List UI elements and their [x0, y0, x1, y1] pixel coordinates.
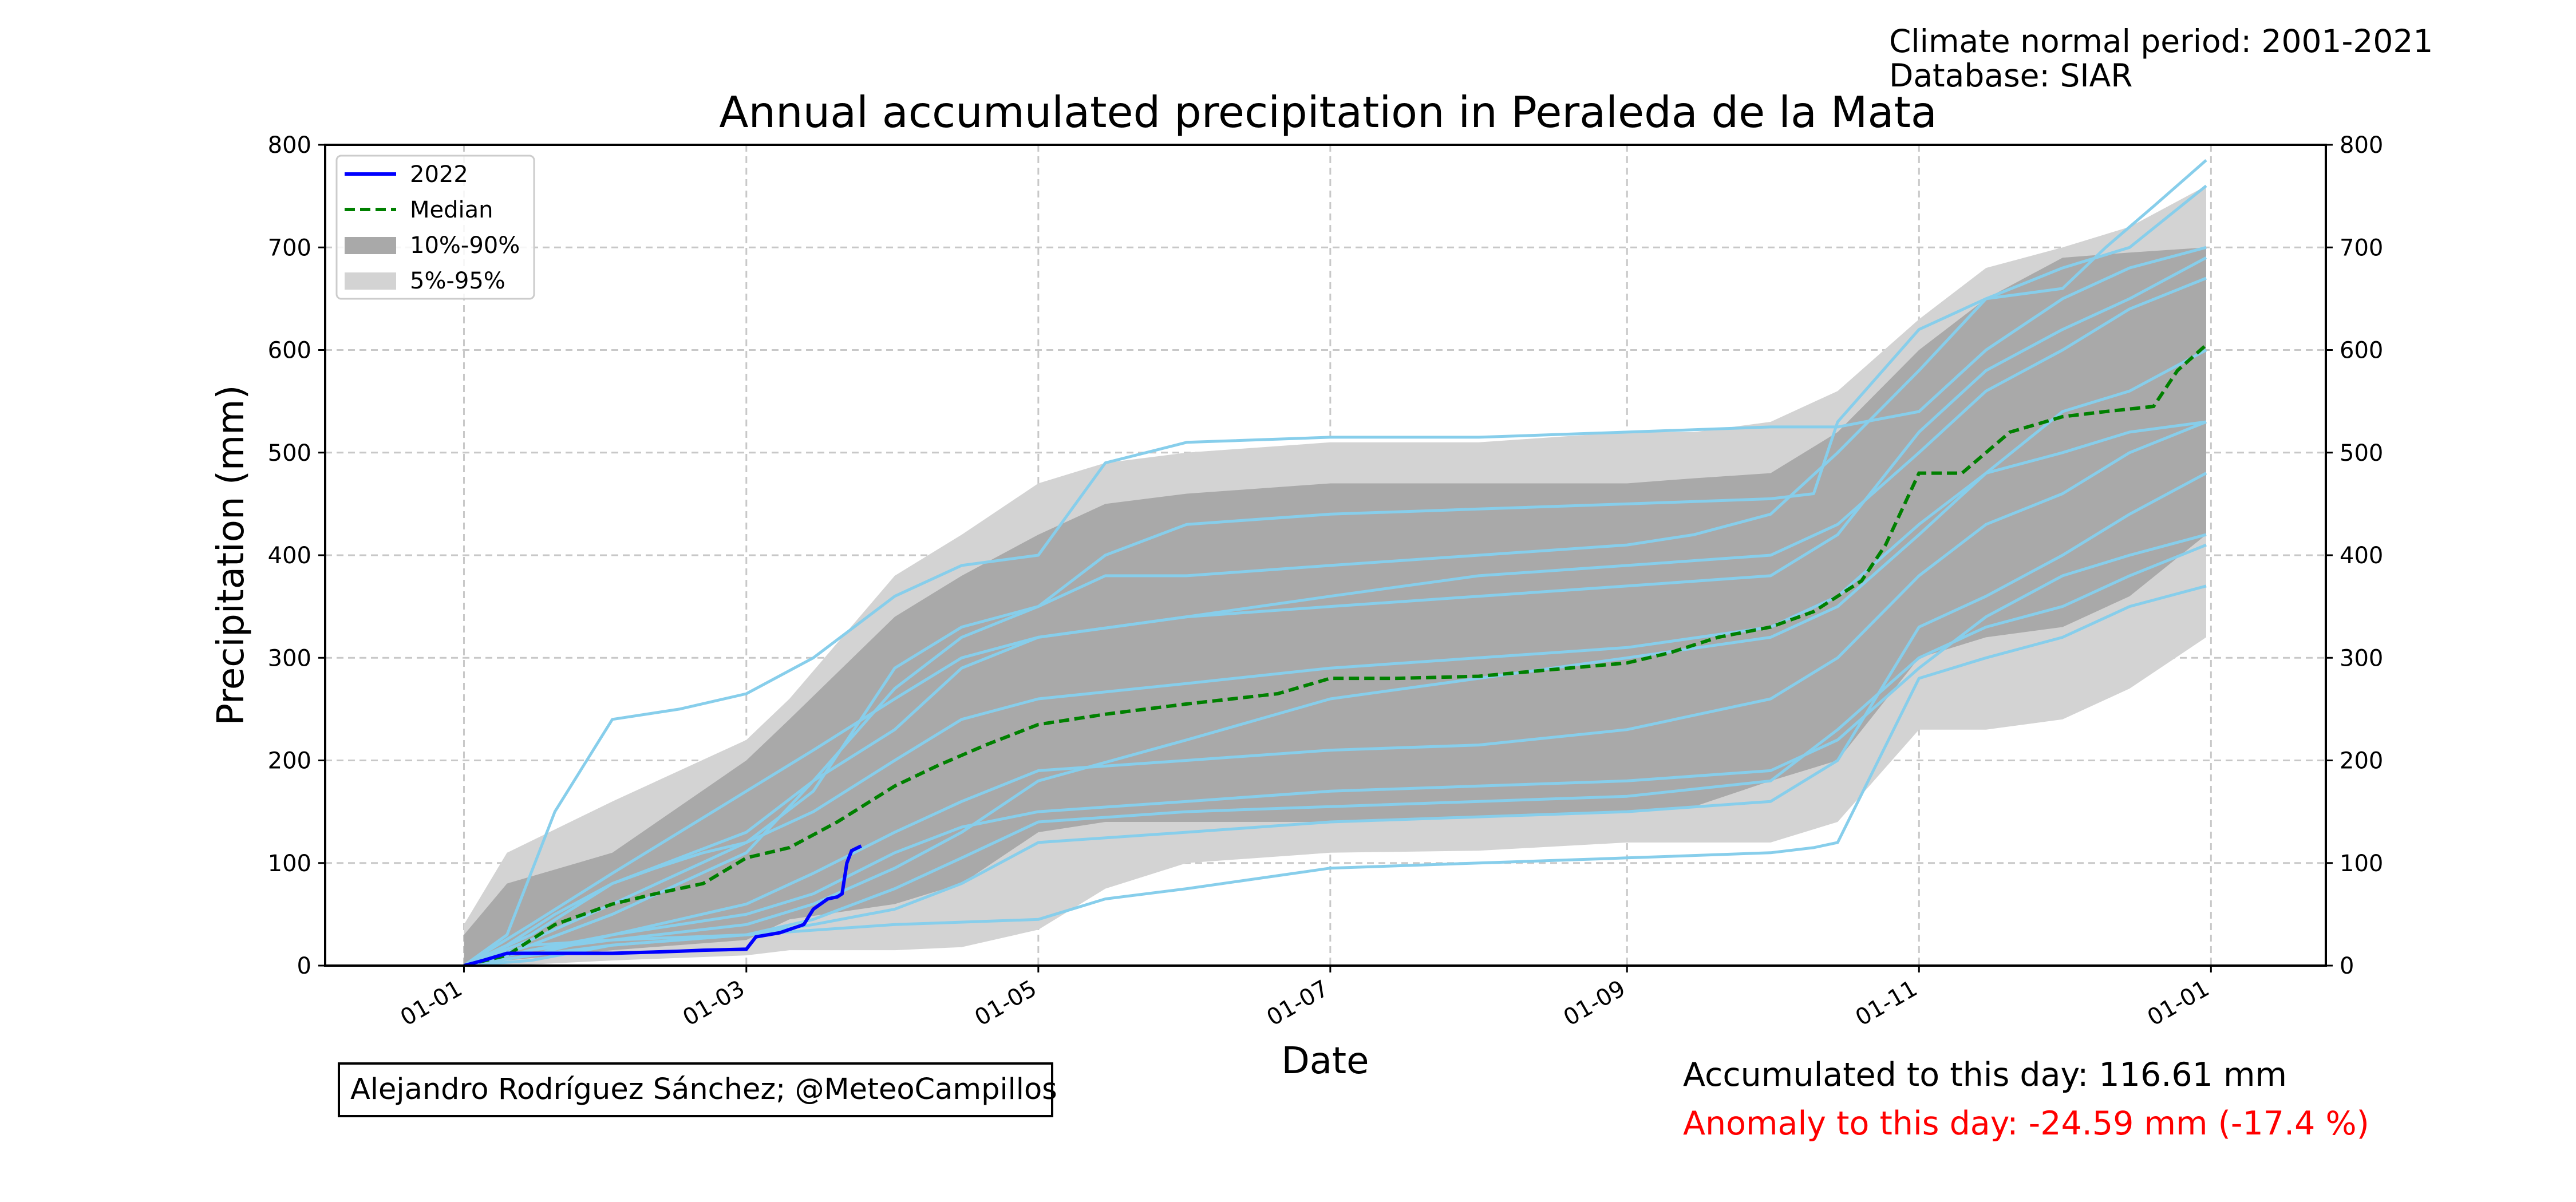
x-tick-label: 01-09 — [1559, 975, 1630, 1031]
x-tick-label: 01-03 — [678, 975, 749, 1031]
y-tick-label-right: 500 — [2340, 440, 2383, 466]
y-tick-label-left: 500 — [268, 440, 311, 466]
historical-year-line — [464, 420, 2207, 966]
y-tick-label-left: 300 — [268, 645, 311, 671]
y-tick-label-right: 200 — [2340, 748, 2383, 774]
historical-year-line — [463, 276, 2207, 966]
historical-year-line — [463, 349, 2207, 966]
author-credit-box: Alejandro Rodríguez Sánchez; @MeteoCampi… — [338, 1062, 1057, 1117]
legend-swatch — [345, 272, 396, 290]
y-tick-label-right: 800 — [2340, 132, 2383, 159]
legend-label: 10%-90% — [410, 232, 520, 259]
y-tick-label-right: 0 — [2340, 953, 2354, 979]
chart-title: Annual accumulated precipitation in Pera… — [719, 87, 1937, 137]
x-axis-label: Date — [1282, 1040, 1369, 1082]
x-tick-label: 01-05 — [970, 975, 1041, 1031]
legend: 2022 Median 10%-90% 5%-95% — [335, 155, 535, 300]
y-tick-label-right: 700 — [2340, 235, 2383, 261]
y-tick-label-left: 800 — [268, 132, 311, 159]
accumulated-to-date: Accumulated to this day: 116.61 mm — [1683, 1056, 2287, 1094]
x-tick-label: 01-01 — [2143, 975, 2214, 1031]
legend-label: 5%-95% — [410, 268, 505, 294]
median-line — [463, 343, 2207, 966]
climate-period-label: Climate normal period: 2001-2021 — [1889, 23, 2433, 60]
x-tick-label: 01-07 — [1262, 975, 1333, 1031]
y-tick-label-right: 100 — [2340, 851, 2383, 877]
historical-year-line — [463, 184, 2207, 966]
anomaly-to-date: Anomaly to this day: -24.59 mm (-17.4 %) — [1683, 1105, 2369, 1142]
y-tick-label-left: 0 — [297, 953, 311, 979]
y-tick-label-left: 400 — [268, 543, 311, 569]
y-tick-label-left: 700 — [268, 235, 311, 261]
legend-label: Median — [410, 197, 493, 223]
legend-box — [335, 155, 535, 300]
x-tick-label: 01-01 — [396, 975, 467, 1031]
current-year-line — [463, 844, 862, 966]
historical-year-line — [464, 543, 2207, 966]
y-tick-label-left: 600 — [268, 338, 311, 364]
y-tick-label-right: 400 — [2340, 543, 2383, 569]
database-label: Database: SIAR — [1889, 57, 2133, 94]
legend-label: 2022 — [410, 161, 468, 188]
legend-swatch — [345, 237, 396, 254]
y-tick-label-left: 200 — [268, 748, 311, 774]
y-tick-label-right: 600 — [2340, 338, 2383, 364]
y-tick-label-left: 100 — [268, 851, 311, 877]
plot-series-group — [463, 159, 2207, 966]
y-axis-label: Precipitation (mm) — [210, 385, 252, 726]
x-tick-label: 01-11 — [1851, 975, 1922, 1031]
historical-year-line — [463, 533, 2207, 966]
historical-year-line — [463, 246, 2207, 966]
y-tick-label-right: 300 — [2340, 645, 2383, 671]
historical-year-line — [463, 256, 2207, 966]
plot-area: 0 0 100 100 200 200 300 300 400 400 500 500 600 600 70… — [268, 132, 2384, 1031]
